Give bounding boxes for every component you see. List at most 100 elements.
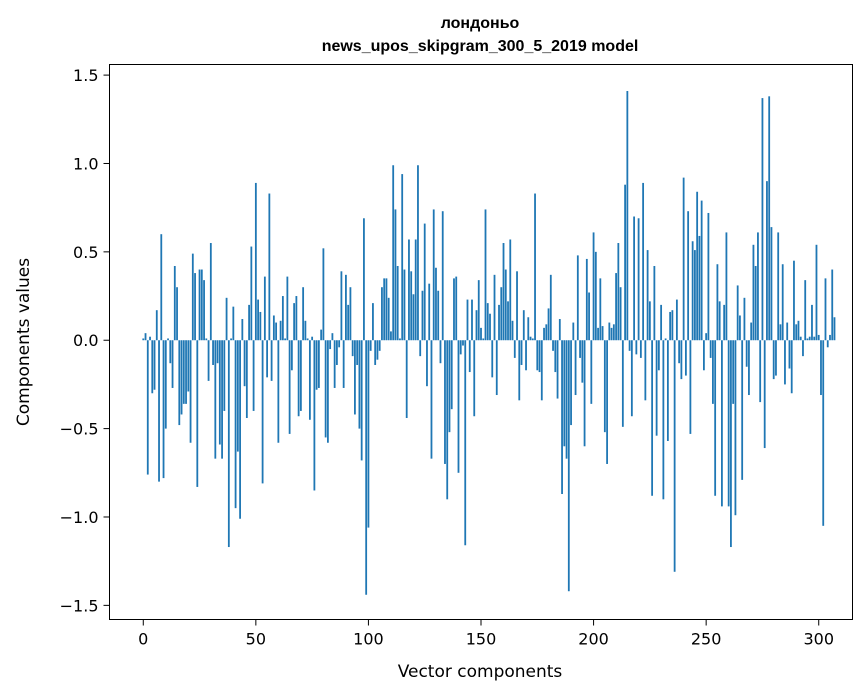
bar-62 [281,296,284,341]
bar-116 [403,269,406,341]
bar-111 [392,165,395,341]
bar-188 [565,340,568,459]
bar-197 [585,258,588,341]
bar-97 [360,340,363,461]
y-tick-label: −0.5 [60,420,99,439]
bar-278 [768,96,771,341]
x-tick-label: 200 [578,630,609,649]
bar-24 [196,340,199,487]
bar-252 [709,340,712,358]
bar-228 [655,340,658,436]
bar-220 [637,218,640,341]
bar-304 [826,340,829,348]
bar-256 [718,301,721,341]
bar-73 [306,338,309,341]
bar-95 [356,340,359,365]
x-tick-label: 50 [246,630,266,649]
bar-104 [376,340,379,360]
bar-82 [326,340,329,443]
y-tick-label: 0.0 [73,331,98,350]
bar-192 [574,340,577,396]
bar-80 [322,248,325,341]
bar-280 [772,340,775,380]
bar-35 [221,340,223,459]
bar-100 [367,340,370,528]
bar-63 [284,338,287,341]
bar-221 [639,340,642,358]
bar-147 [473,340,476,417]
bar-139 [455,276,458,341]
bar-279 [770,227,773,341]
bar-292 [799,336,802,341]
bar-183 [554,340,557,373]
bar-157 [495,340,498,396]
bar-57 [270,340,273,381]
bar-103 [374,340,377,365]
bar-174 [534,193,536,341]
bar-207 [608,322,611,341]
bar-172 [529,336,532,341]
bar-65 [288,340,291,434]
bar-272 [754,265,757,341]
bar-307 [833,317,836,341]
bar-290 [795,324,798,341]
bar-289 [793,260,795,341]
chart-title-line1: лондоньо [441,15,520,32]
bar-261 [730,340,732,548]
bar-240 [682,177,685,341]
bar-132 [439,340,442,364]
bar-11 [167,338,169,341]
bar-186 [561,340,563,495]
bar-45 [243,340,246,387]
bar-102 [372,303,374,341]
bar-239 [680,340,683,380]
bar-258 [723,304,726,341]
bar-271 [752,244,755,341]
bar-115 [401,174,404,341]
bar-91 [347,304,350,341]
bar-247 [698,235,701,341]
bar-175 [536,340,539,371]
y-tick-label: 1.0 [73,154,98,173]
bar-143 [464,340,467,546]
bar-225 [648,301,651,341]
bar-92 [349,287,352,341]
bar-173 [531,338,534,341]
bar-226 [651,340,654,496]
bar-265 [739,315,741,341]
bar-16 [178,340,181,426]
bar-84 [331,333,334,341]
bar-59 [275,322,278,341]
bar-146 [471,299,473,341]
bar-179 [545,324,548,341]
bar-284 [781,264,784,341]
bar-206 [606,340,608,464]
bar-230 [660,304,663,341]
bar-64 [286,276,289,341]
bar-108 [385,278,388,341]
bar-285 [784,340,786,385]
bar-219 [635,340,638,355]
bar-301 [820,340,822,396]
bar-257 [721,340,723,507]
bar-140 [457,340,460,473]
bar-8 [160,234,163,341]
bar-38 [227,340,230,548]
bar-241 [684,340,687,376]
y-axis-ticks: −1.5 −1.0 −0.5 0.0 0.5 1.0 1.5 [60,66,110,615]
bar-110 [390,331,392,341]
bar-205 [603,340,606,433]
bar-36 [223,340,226,411]
bar-213 [621,340,624,427]
bar-162 [507,301,509,341]
bar-9 [162,340,165,479]
bar-124 [421,290,424,341]
bar-114 [399,338,401,341]
bar-276 [763,340,766,449]
bar-138 [453,278,455,341]
bar-246 [696,191,699,341]
bar-195 [581,340,584,383]
bar-294 [804,280,807,341]
bar-302 [822,340,825,526]
bar-77 [315,340,318,390]
